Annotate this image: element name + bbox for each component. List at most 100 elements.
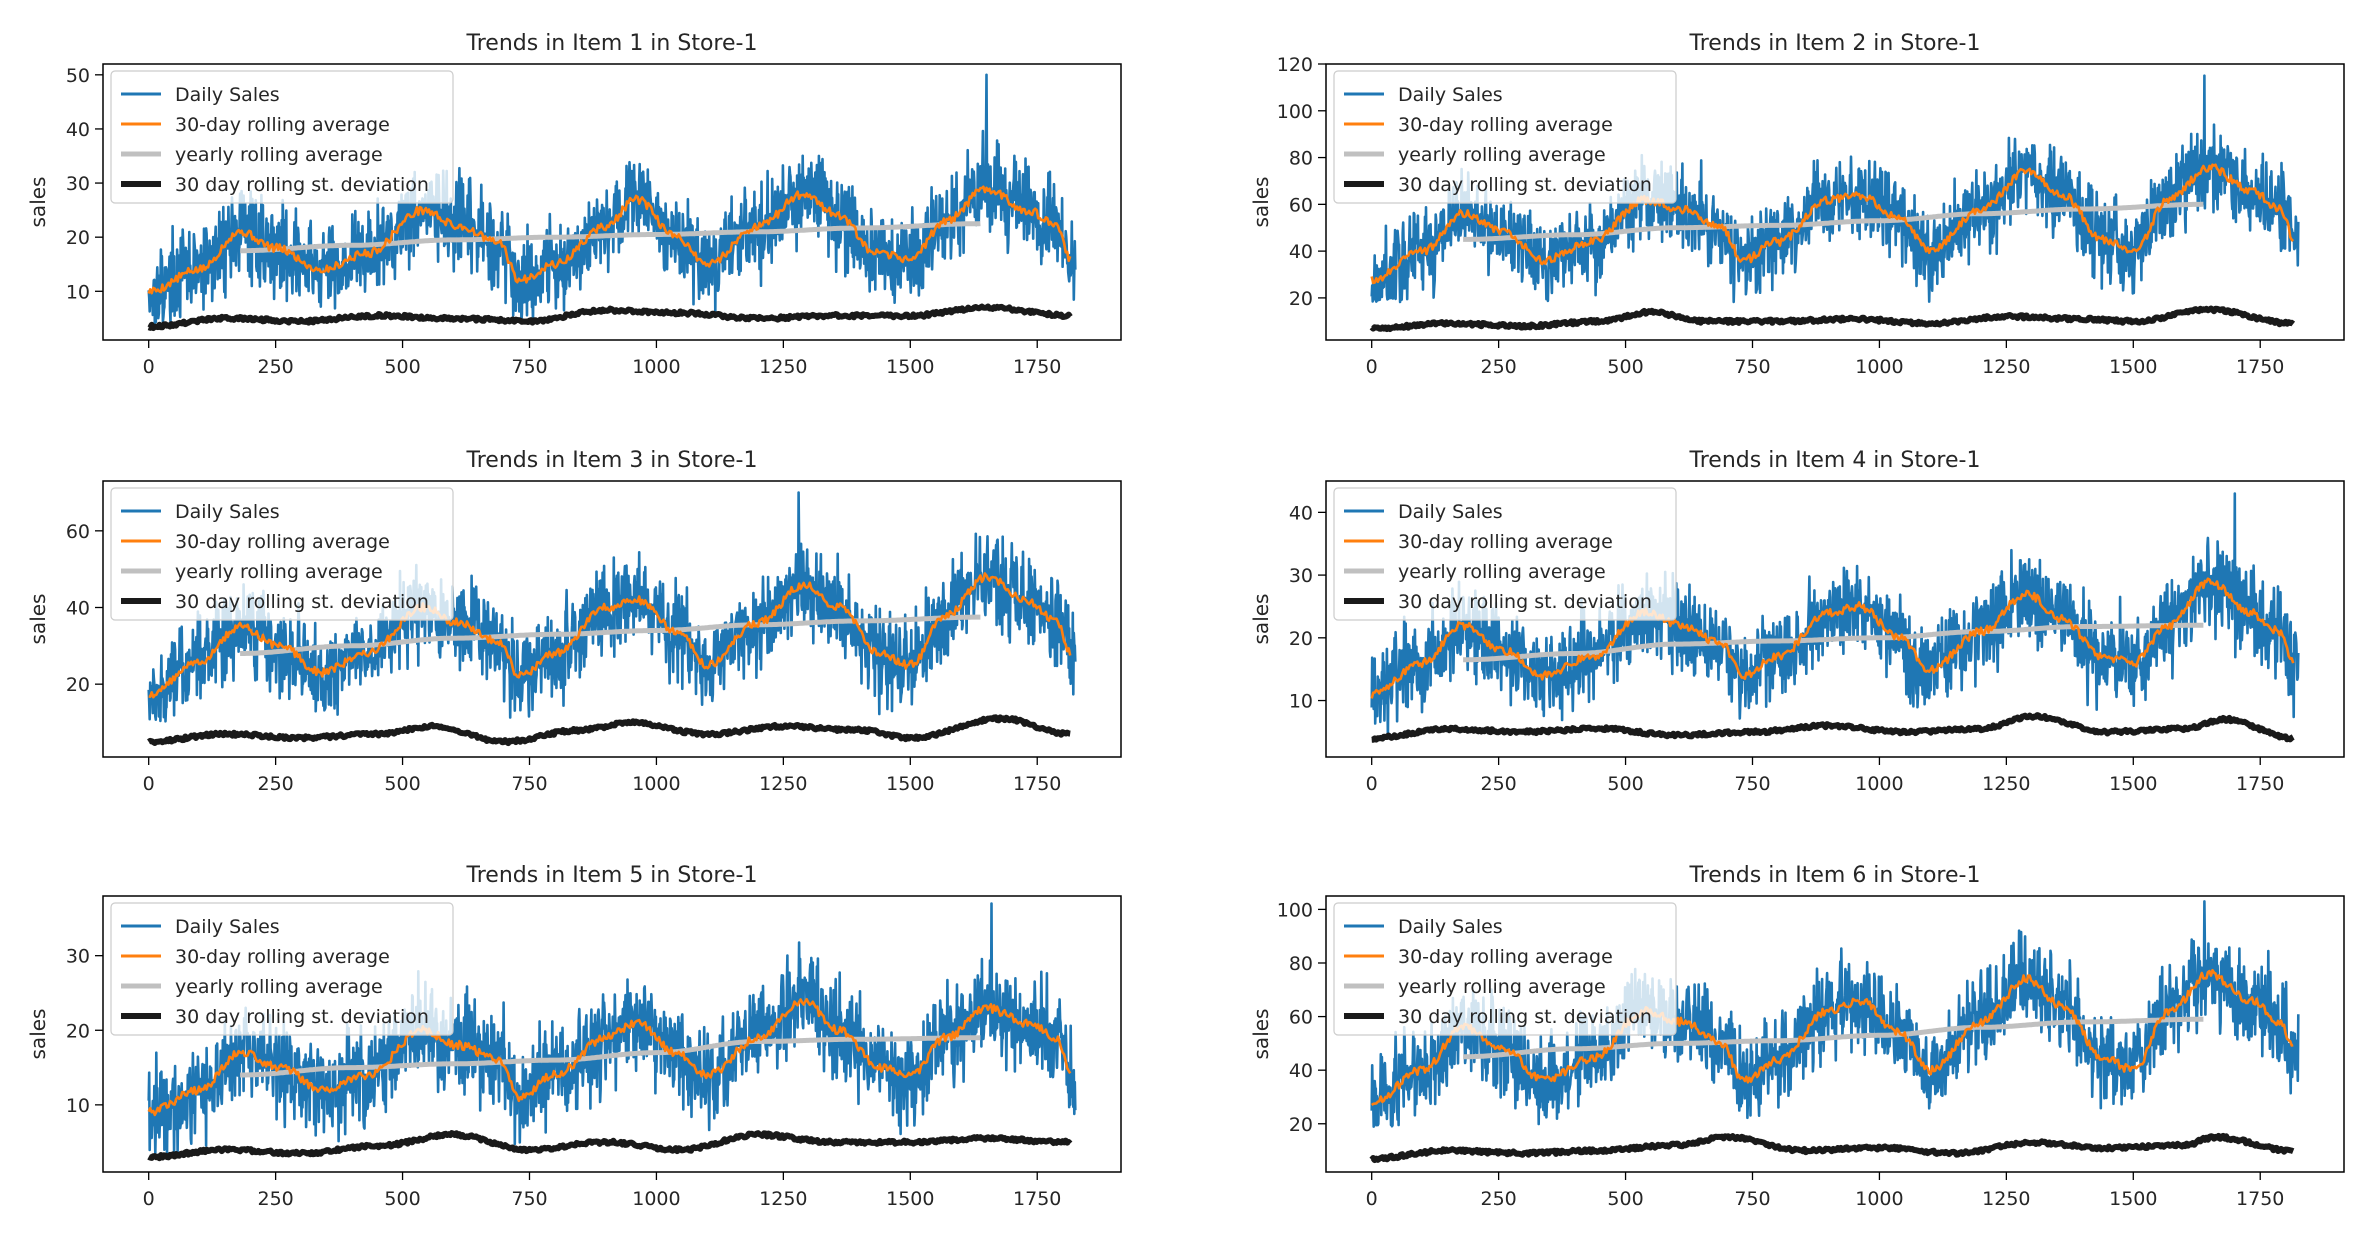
legend-label: Daily Sales [175, 916, 280, 938]
legend-label: 30-day rolling average [175, 114, 390, 136]
y-tick-label: 20 [1289, 1114, 1313, 1136]
series-30-day-rolling-std [1369, 305, 2296, 333]
x-tick-label: 0 [1366, 1188, 1378, 1210]
x-tick-label: 750 [1734, 1188, 1770, 1210]
series-yearly-rolling-average [240, 221, 981, 254]
chart-title: Trends in Item 1 in Store-1 [466, 31, 758, 56]
x-tick-label: 750 [1734, 356, 1770, 378]
plot-area [1370, 492, 2300, 743]
y-tick-label: 40 [1289, 241, 1313, 263]
legend-label: Daily Sales [175, 501, 280, 523]
legend: Daily Sales 30-day rolling average yearly … [110, 487, 454, 621]
x-tick-label: 250 [1480, 356, 1516, 378]
series-30-day-rolling-std [1370, 712, 2295, 743]
x-tick-label: 1250 [1982, 773, 2030, 795]
y-tick-label: 20 [66, 1020, 90, 1042]
series-daily-sales [147, 73, 1077, 325]
legend-label: yearly rolling average [1398, 144, 1606, 166]
legend-label: 30 day rolling st. deviation [1398, 1006, 1652, 1028]
series-30-day-rolling-average [1370, 577, 2295, 699]
x-tick-label: 1250 [759, 356, 807, 378]
x-tick-label: 1000 [632, 1188, 680, 1210]
y-tick-label: 20 [66, 227, 90, 249]
x-tick-label: 1000 [1855, 1188, 1903, 1210]
x-tick-label: 1000 [1855, 773, 1903, 795]
y-tick-label: 40 [66, 119, 90, 141]
x-tick-label: 500 [1607, 356, 1643, 378]
x-tick-label: 500 [1607, 1188, 1643, 1210]
x-tick-label: 1500 [2109, 356, 2157, 378]
chart-panel-5: Trends in Item 5 in Store-1 sales 0 250 500 7… [26, 863, 1122, 1210]
legend-label: 30-day rolling average [175, 531, 390, 553]
y-axis-label: sales [26, 177, 50, 228]
series-yearly-rolling-average [240, 1035, 981, 1078]
y-tick-label: 30 [1289, 565, 1313, 587]
x-tick-label: 0 [143, 356, 155, 378]
y-tick-label: 80 [1289, 953, 1313, 975]
x-tick-label: 0 [1366, 773, 1378, 795]
x-tick-label: 250 [257, 773, 293, 795]
chart-panel-3: Trends in Item 3 in Store-1 sales 0 250 500 7… [26, 448, 1122, 795]
legend-label: 30 day rolling st. deviation [175, 591, 429, 613]
x-tick-label: 1750 [2236, 356, 2284, 378]
series-daily-sales [147, 491, 1077, 723]
y-tick-label: 100 [1277, 899, 1313, 921]
y-tick-label: 20 [1289, 628, 1313, 650]
x-tick-label: 750 [511, 356, 547, 378]
y-axis-label: sales [1249, 177, 1273, 228]
y-tick-label: 60 [1289, 194, 1313, 216]
chart-panel-6: Trends in Item 6 in Store-1 sales 0 250 500 7… [1249, 863, 2345, 1210]
axes-frame [102, 895, 1122, 1173]
chart-title: Trends in Item 6 in Store-1 [1689, 863, 1981, 888]
legend-label: 30 day rolling st. deviation [175, 1006, 429, 1028]
plot-area [1369, 900, 2300, 1164]
y-tick-label: 10 [1289, 691, 1313, 713]
x-tick-label: 1500 [886, 1188, 934, 1210]
series-30-day-rolling-std [147, 1130, 1073, 1162]
y-tick-label: 50 [66, 65, 90, 87]
legend-label: yearly rolling average [175, 976, 383, 998]
chart-panel-2: Trends in Item 2 in Store-1 sales 0 250 500 7… [1249, 31, 2345, 378]
axes-frame [1325, 480, 2345, 758]
legend-box [110, 70, 454, 204]
x-tick-label: 1500 [886, 773, 934, 795]
series-30-day-rolling-average [1370, 163, 2295, 285]
legend-label: yearly rolling average [175, 144, 383, 166]
series-30-day-rolling-average [148, 572, 1072, 699]
legend-label: 30-day rolling average [1398, 531, 1613, 553]
legend-label: Daily Sales [1398, 501, 1503, 523]
x-tick-label: 1750 [2236, 773, 2284, 795]
legend: Daily Sales 30-day rolling average yearly … [110, 902, 454, 1036]
chart-panel-4: Trends in Item 4 in Store-1 sales 0 250 500 7… [1249, 448, 2345, 795]
y-tick-label: 10 [66, 281, 90, 303]
legend-label: Daily Sales [175, 84, 280, 106]
axes-frame [1325, 63, 2345, 341]
x-tick-label: 1750 [1013, 1188, 1061, 1210]
x-tick-label: 1000 [632, 773, 680, 795]
chart-title: Trends in Item 2 in Store-1 [1689, 31, 1981, 56]
x-tick-label: 1250 [1982, 1188, 2030, 1210]
chart-title: Trends in Item 3 in Store-1 [466, 448, 758, 473]
legend-label: 30 day rolling st. deviation [1398, 591, 1652, 613]
legend-box [110, 902, 454, 1036]
x-tick-label: 500 [1607, 773, 1643, 795]
chart-title: Trends in Item 4 in Store-1 [1689, 448, 1981, 473]
legend-label: 30-day rolling average [1398, 114, 1613, 136]
x-tick-label: 1000 [1855, 356, 1903, 378]
legend: Daily Sales 30-day rolling average yearly … [1333, 902, 1677, 1036]
x-tick-label: 1250 [1982, 356, 2030, 378]
legend-box [1333, 487, 1677, 621]
y-tick-label: 30 [66, 173, 90, 195]
x-tick-label: 1500 [886, 356, 934, 378]
x-tick-label: 500 [384, 1188, 420, 1210]
y-tick-label: 20 [66, 674, 90, 696]
x-tick-label: 0 [1366, 356, 1378, 378]
plot-area [1369, 74, 2300, 333]
series-daily-sales [1370, 900, 2300, 1128]
x-tick-label: 1750 [1013, 356, 1061, 378]
axes-frame [102, 63, 1122, 341]
y-tick-label: 100 [1277, 101, 1313, 123]
y-tick-label: 60 [66, 521, 90, 543]
x-tick-label: 0 [143, 773, 155, 795]
